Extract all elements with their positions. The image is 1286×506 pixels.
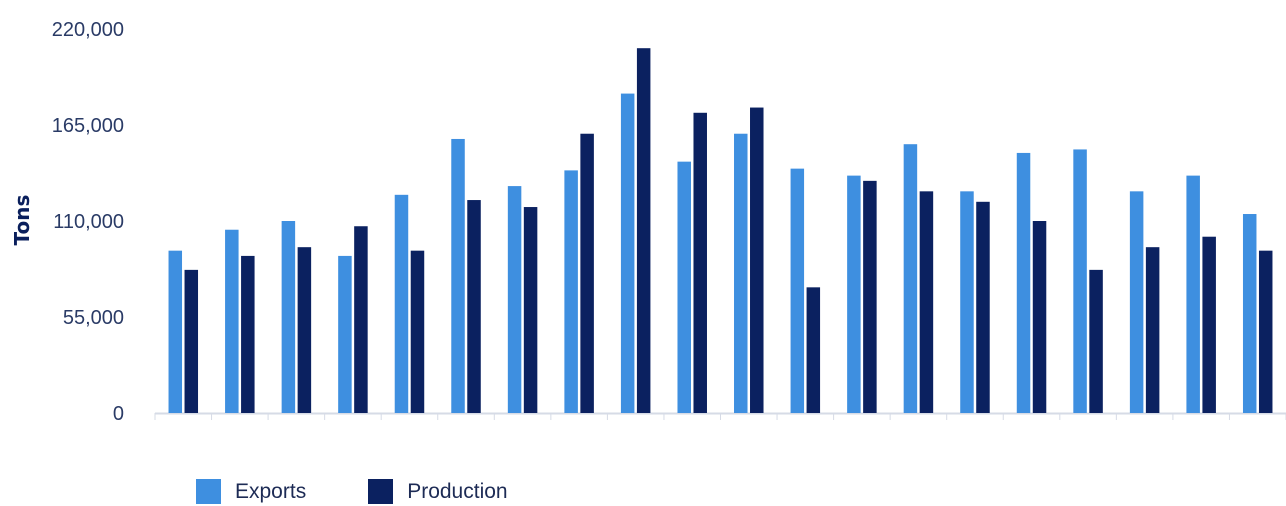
bar-exports (1129, 191, 1144, 413)
bar-exports (394, 194, 409, 413)
bar-exports (1186, 175, 1200, 413)
bar-exports (903, 144, 918, 413)
bar-production (1202, 236, 1216, 413)
bar-production (241, 255, 255, 413)
bar-production (976, 201, 990, 413)
bar-production (750, 107, 764, 414)
bar-production (636, 48, 651, 413)
bar-production (467, 200, 481, 413)
bar-exports (1016, 152, 1031, 413)
bar-production (919, 191, 934, 413)
y-axis-label: Tons (10, 195, 34, 246)
bar-production (410, 250, 425, 413)
bar-exports (620, 93, 635, 413)
bar-exports (281, 221, 296, 413)
bar-exports (507, 186, 522, 413)
y-tick-label: 165,000 (52, 115, 124, 137)
y-tick-label: 220,000 (52, 19, 124, 41)
bar-production (1032, 221, 1047, 413)
bar-exports (1073, 149, 1087, 413)
y-tick-label: 110,000 (53, 211, 124, 233)
bar-exports (734, 133, 748, 414)
bar-production (1145, 247, 1160, 413)
bar-production (580, 133, 594, 414)
bar-exports (168, 250, 183, 413)
bar-production (806, 287, 821, 413)
y-tick-label: 55,000 (63, 307, 124, 329)
legend: Exports Production (196, 479, 570, 504)
y-tick-label: 0 (113, 403, 124, 425)
bar-exports (790, 168, 805, 413)
bar-production (184, 269, 199, 413)
legend-item-production: Production (368, 479, 508, 504)
legend-swatch-production (368, 479, 394, 504)
bar-production (354, 226, 368, 413)
bar-production (1258, 250, 1273, 413)
bar-exports (960, 191, 974, 413)
bar-exports (564, 170, 578, 413)
bar-exports (338, 255, 352, 413)
bar-production (1089, 269, 1103, 413)
legend-label-exports: Exports (235, 479, 307, 503)
bar-production (523, 207, 538, 413)
bar-production (297, 247, 312, 413)
bar-production (693, 112, 707, 413)
bar-exports (225, 229, 239, 413)
bar-exports (1242, 214, 1257, 413)
legend-swatch-exports (196, 479, 221, 504)
bar-exports (677, 161, 691, 413)
bar-exports (451, 138, 465, 413)
legend-label-production: Production (407, 479, 508, 503)
bar-production (863, 180, 877, 413)
legend-item-exports: Exports (196, 479, 306, 504)
bar-exports (847, 175, 861, 413)
